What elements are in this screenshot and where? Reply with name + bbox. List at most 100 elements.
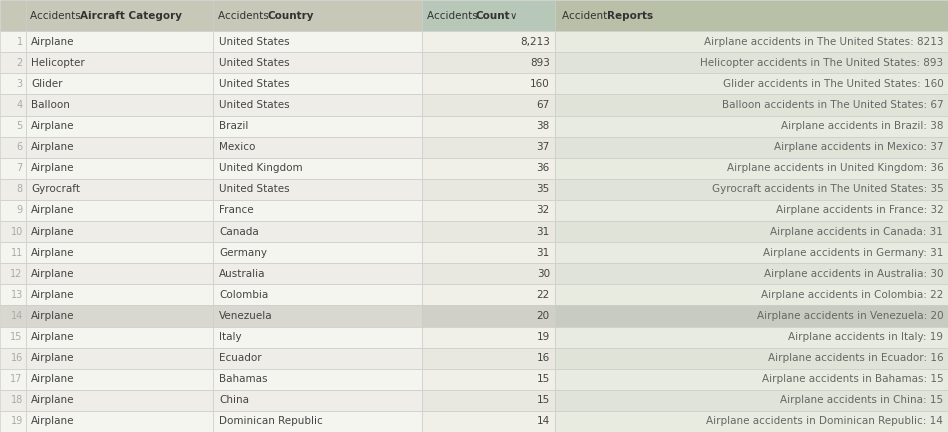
Text: Helicopter accidents in The United States: 893: Helicopter accidents in The United State… bbox=[701, 58, 943, 68]
Bar bbox=[422, 158, 555, 179]
Text: 32: 32 bbox=[537, 206, 550, 216]
Bar bbox=[0, 305, 26, 327]
Text: 22: 22 bbox=[537, 290, 550, 300]
Bar bbox=[0, 0, 26, 31]
Bar bbox=[555, 158, 948, 179]
Text: Airplane: Airplane bbox=[31, 416, 75, 426]
Text: Balloon accidents in The United States: 67: Balloon accidents in The United States: … bbox=[721, 100, 943, 110]
Bar bbox=[213, 263, 422, 284]
Bar bbox=[0, 31, 26, 52]
Bar bbox=[213, 52, 422, 73]
Text: 36: 36 bbox=[537, 163, 550, 173]
Bar bbox=[26, 31, 213, 52]
Text: Italy: Italy bbox=[219, 332, 242, 342]
Text: 31: 31 bbox=[537, 226, 550, 237]
Bar bbox=[26, 242, 213, 263]
Text: Dominican Republic: Dominican Republic bbox=[219, 416, 322, 426]
Text: 11: 11 bbox=[10, 248, 23, 257]
Text: 19: 19 bbox=[537, 332, 550, 342]
Text: Colombia: Colombia bbox=[219, 290, 268, 300]
Text: Airplane: Airplane bbox=[31, 248, 75, 257]
Bar bbox=[0, 368, 26, 390]
Text: United Kingdom: United Kingdom bbox=[219, 163, 302, 173]
Bar bbox=[26, 305, 213, 327]
Bar bbox=[0, 221, 26, 242]
Bar bbox=[213, 137, 422, 158]
Bar bbox=[213, 179, 422, 200]
Text: 6: 6 bbox=[17, 142, 23, 152]
Bar bbox=[213, 305, 422, 327]
Bar bbox=[555, 31, 948, 52]
Text: 2: 2 bbox=[16, 58, 23, 68]
Text: Count: Count bbox=[476, 10, 511, 21]
Bar bbox=[213, 327, 422, 348]
Bar bbox=[0, 137, 26, 158]
Bar bbox=[555, 305, 948, 327]
Text: Airplane: Airplane bbox=[31, 353, 75, 363]
Bar bbox=[213, 0, 422, 31]
Bar bbox=[422, 242, 555, 263]
Bar bbox=[422, 95, 555, 115]
Bar bbox=[26, 158, 213, 179]
Text: 35: 35 bbox=[537, 184, 550, 194]
Bar bbox=[26, 411, 213, 432]
Text: 38: 38 bbox=[537, 121, 550, 131]
Text: Airplane accidents in United Kingdom: 36: Airplane accidents in United Kingdom: 36 bbox=[726, 163, 943, 173]
Bar bbox=[0, 95, 26, 115]
Text: Airplane accidents in Dominican Republic: 14: Airplane accidents in Dominican Republic… bbox=[706, 416, 943, 426]
Bar bbox=[0, 411, 26, 432]
Text: 8: 8 bbox=[17, 184, 23, 194]
Bar bbox=[213, 221, 422, 242]
Bar bbox=[422, 73, 555, 95]
Bar bbox=[555, 115, 948, 137]
Bar bbox=[555, 200, 948, 221]
Bar bbox=[213, 95, 422, 115]
Bar bbox=[422, 390, 555, 411]
Text: Glider accidents in The United States: 160: Glider accidents in The United States: 1… bbox=[722, 79, 943, 89]
Text: Reports: Reports bbox=[607, 10, 653, 21]
Text: Aircraft Category: Aircraft Category bbox=[80, 10, 182, 21]
Text: 37: 37 bbox=[537, 142, 550, 152]
Bar bbox=[555, 52, 948, 73]
Text: Canada: Canada bbox=[219, 226, 259, 237]
Bar bbox=[422, 284, 555, 305]
Text: Airplane: Airplane bbox=[31, 374, 75, 384]
Text: 15: 15 bbox=[537, 374, 550, 384]
Text: 67: 67 bbox=[537, 100, 550, 110]
Bar bbox=[555, 73, 948, 95]
Text: 13: 13 bbox=[10, 290, 23, 300]
Text: 16: 16 bbox=[10, 353, 23, 363]
Text: United States: United States bbox=[219, 100, 289, 110]
Bar bbox=[0, 242, 26, 263]
Bar bbox=[422, 0, 555, 31]
Bar bbox=[555, 390, 948, 411]
Text: Venezuela: Venezuela bbox=[219, 311, 273, 321]
Bar bbox=[26, 368, 213, 390]
Bar bbox=[26, 263, 213, 284]
Text: Airplane: Airplane bbox=[31, 142, 75, 152]
Bar bbox=[0, 327, 26, 348]
Text: United States: United States bbox=[219, 184, 289, 194]
Text: 30: 30 bbox=[537, 269, 550, 279]
Bar bbox=[26, 179, 213, 200]
Text: 10: 10 bbox=[10, 226, 23, 237]
Text: Airplane: Airplane bbox=[31, 226, 75, 237]
Text: 160: 160 bbox=[530, 79, 550, 89]
Bar bbox=[555, 368, 948, 390]
Bar bbox=[26, 284, 213, 305]
Bar bbox=[213, 284, 422, 305]
Text: 15: 15 bbox=[537, 395, 550, 405]
Text: 893: 893 bbox=[530, 58, 550, 68]
Bar bbox=[0, 348, 26, 368]
Text: Airplane: Airplane bbox=[31, 37, 75, 47]
Text: United States: United States bbox=[219, 58, 289, 68]
Bar bbox=[555, 284, 948, 305]
Text: Airplane accidents in Colombia: 22: Airplane accidents in Colombia: 22 bbox=[761, 290, 943, 300]
Text: Glider: Glider bbox=[31, 79, 63, 89]
Bar bbox=[213, 158, 422, 179]
Text: Country: Country bbox=[267, 10, 314, 21]
Text: 15: 15 bbox=[10, 332, 23, 342]
Text: 14: 14 bbox=[537, 416, 550, 426]
Text: Airplane accidents in Canada: 31: Airplane accidents in Canada: 31 bbox=[771, 226, 943, 237]
Bar bbox=[213, 411, 422, 432]
